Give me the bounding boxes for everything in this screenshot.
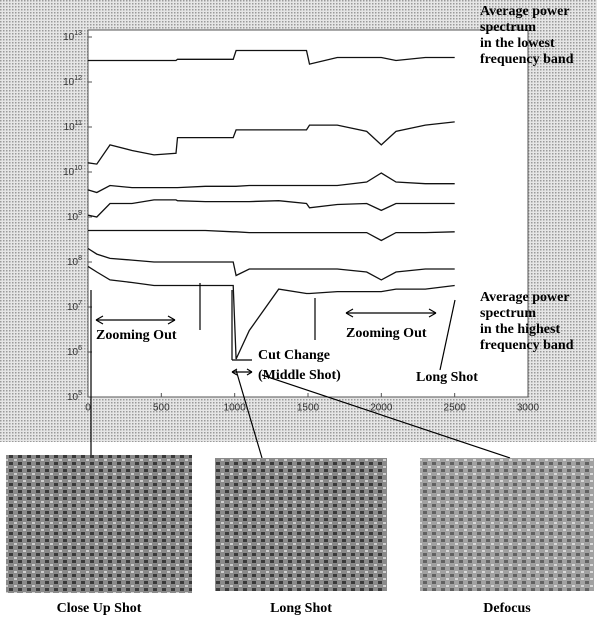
x-tick-label: 2500 bbox=[444, 403, 467, 414]
annotation: spectrum bbox=[480, 20, 536, 35]
frame-image bbox=[215, 458, 387, 591]
y-tick-exponent: 9 bbox=[78, 210, 82, 217]
y-tick-exponent: 7 bbox=[78, 300, 82, 307]
y-tick-exponent: 5 bbox=[78, 390, 82, 397]
annotation: Average power bbox=[480, 290, 570, 305]
x-tick-label: 1500 bbox=[297, 403, 320, 414]
caption: Defocus bbox=[483, 601, 531, 616]
caption: Long Shot bbox=[270, 601, 332, 616]
annotation: (Middle Shot) bbox=[258, 368, 341, 383]
y-tick-exponent: 8 bbox=[78, 255, 82, 262]
annotation: Zooming Out bbox=[346, 326, 427, 341]
y-tick-exponent: 11 bbox=[75, 120, 82, 127]
annotation: frequency band bbox=[480, 52, 574, 67]
y-tick-base: 10 bbox=[67, 347, 79, 358]
frame-image bbox=[6, 455, 192, 593]
y-tick-base: 10 bbox=[63, 77, 75, 88]
y-tick-base: 10 bbox=[67, 257, 79, 268]
annotation: frequency band bbox=[480, 338, 574, 353]
y-tick-exponent: 6 bbox=[78, 345, 82, 352]
annotation: Cut Change bbox=[258, 348, 330, 363]
x-tick-label: 3000 bbox=[517, 403, 540, 414]
x-tick-label: 0 bbox=[85, 403, 91, 414]
y-tick-exponent: 13 bbox=[74, 30, 82, 37]
annotation: spectrum bbox=[480, 306, 536, 321]
annotation: Long Shot bbox=[416, 370, 478, 385]
x-tick-label: 500 bbox=[153, 403, 170, 414]
frame-image bbox=[420, 458, 594, 591]
y-tick-base: 10 bbox=[67, 212, 79, 223]
y-tick-base: 10 bbox=[63, 32, 75, 43]
y-tick-base: 10 bbox=[63, 167, 75, 178]
annotation: in the highest bbox=[480, 322, 560, 337]
y-tick-base: 10 bbox=[64, 122, 76, 133]
y-tick-base: 10 bbox=[67, 302, 79, 313]
x-tick-label: 1000 bbox=[224, 403, 247, 414]
caption: Close Up Shot bbox=[57, 601, 142, 616]
annotation: Average power bbox=[480, 4, 570, 19]
y-tick-exponent: 12 bbox=[74, 75, 82, 82]
figure: 0500100015002000250030001051061071081091… bbox=[0, 0, 597, 623]
y-tick-base: 10 bbox=[67, 392, 79, 403]
y-tick-exponent: 10 bbox=[74, 165, 82, 172]
annotation: in the lowest bbox=[480, 36, 555, 51]
annotation: Zooming Out bbox=[96, 328, 177, 343]
